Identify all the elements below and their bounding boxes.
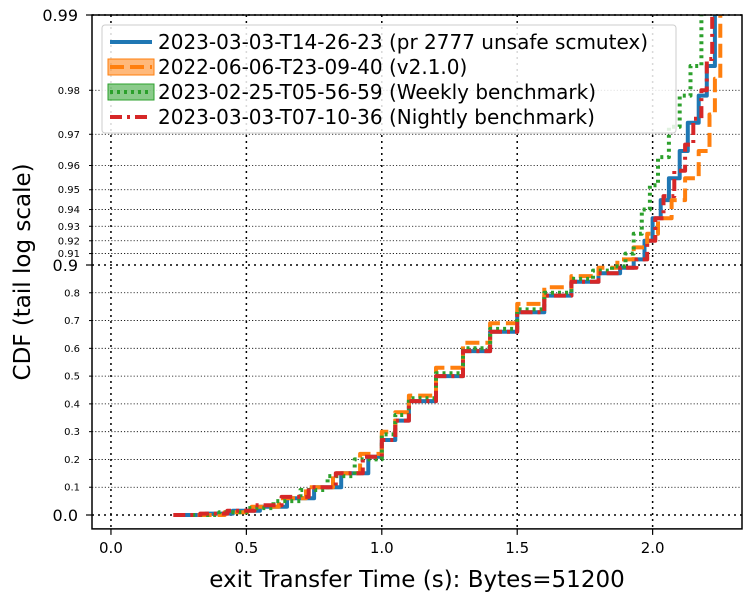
y-minor-tick-label: 0.96 bbox=[58, 161, 80, 172]
y-minor-tick-label: 0.5 bbox=[64, 372, 80, 383]
y-minor-tick-label: 0.98 bbox=[58, 86, 80, 97]
x-tick-label: 0.0 bbox=[99, 539, 123, 557]
x-tick-label: 1.5 bbox=[505, 539, 529, 557]
axis-ticks: 0.0 0.5 1.0 1.5 2.0 0.1 0.2 0.3 0.4 0.5 0.6 0.7 0.8 0… bbox=[42, 6, 664, 557]
legend-label-1: 2023-03-03-T14-26-23 (pr 2777 unsafe scm… bbox=[158, 30, 648, 54]
y-minor-tick-label: 0.3 bbox=[64, 427, 80, 438]
x-axis-title: exit Transfer Time (s): Bytes=51200 bbox=[209, 567, 624, 593]
y-minor-tick-label: 0.1 bbox=[64, 483, 80, 494]
y-minor-tick-label: 0.97 bbox=[58, 130, 80, 141]
y-minor-tick-label: 0.93 bbox=[58, 222, 80, 233]
y-minor-tick-label: 0.2 bbox=[64, 455, 80, 466]
series-lines bbox=[173, 15, 723, 517]
y-minor-tick-label: 0.92 bbox=[58, 236, 80, 247]
x-tick-label: 1.0 bbox=[370, 539, 394, 557]
y-major-tick-label: 0.9 bbox=[53, 256, 78, 275]
y-minor-tick-label: 0.8 bbox=[64, 288, 80, 299]
y-axis-title: CDF (tail log scale) bbox=[10, 163, 36, 380]
legend-label-3: 2023-02-25-T05-56-59 (Weekly benchmark) bbox=[158, 80, 596, 104]
x-tick-label: 2.0 bbox=[641, 539, 665, 557]
y-major-tick-label: 0.99 bbox=[42, 6, 78, 25]
y-minor-tick-label: 0.4 bbox=[64, 399, 80, 410]
y-minor-tick-label: 0.6 bbox=[64, 344, 80, 355]
x-tick-label: 0.5 bbox=[234, 539, 258, 557]
legend-label-4: 2023-03-03-T07-10-36 (Nightly benchmark) bbox=[158, 105, 595, 129]
series-line-2 bbox=[197, 15, 723, 517]
y-major-tick-label: 0.0 bbox=[53, 506, 78, 525]
y-minor-tick-label: 0.91 bbox=[58, 249, 80, 260]
legend: 2023-03-03-T14-26-23 (pr 2777 unsafe scm… bbox=[101, 24, 677, 134]
y-minor-tick-label: 0.94 bbox=[58, 205, 80, 216]
legend-box bbox=[101, 24, 677, 134]
y-minor-tick-label: 0.7 bbox=[64, 316, 80, 327]
series-line-4 bbox=[173, 15, 715, 517]
legend-label-2: 2022-06-06-T23-09-40 (v2.1.0) bbox=[158, 55, 467, 79]
plot-frame bbox=[91, 14, 743, 530]
y-minor-tick-label: 0.95 bbox=[58, 185, 80, 196]
